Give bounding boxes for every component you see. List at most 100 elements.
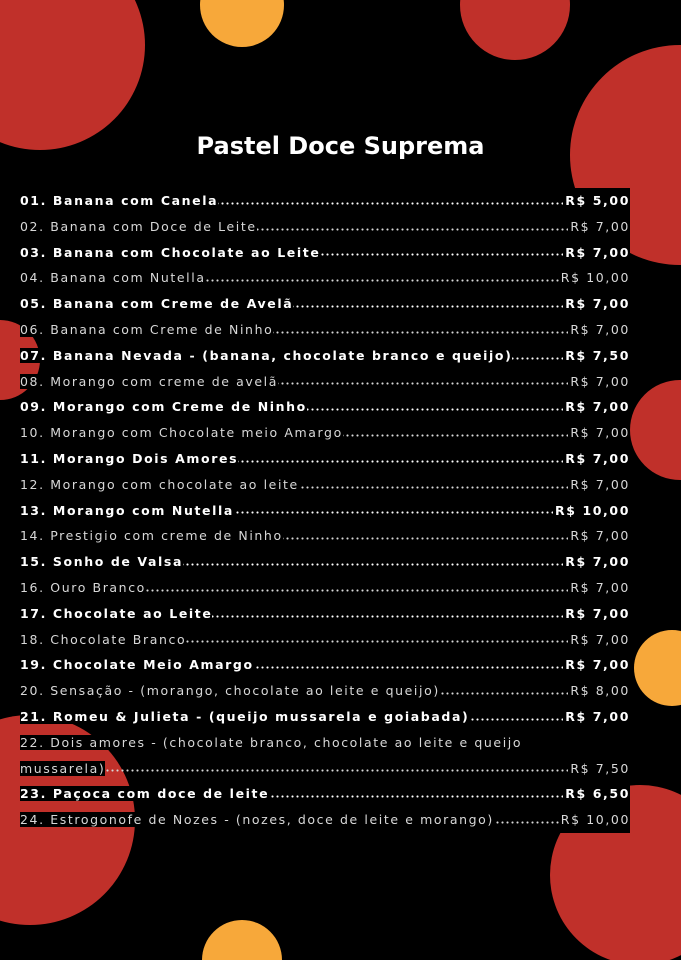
item-number: 11. [20,450,47,466]
item-price: R$ 7,50 [563,342,630,369]
item-label: 14. Prestigio com creme de Ninho [20,528,283,544]
item-label: 09. Morango com Creme de Ninho [20,399,307,415]
menu-item: 16. Ouro Branco R$ 7,00 [20,574,630,601]
item-name: Morango com chocolate ao leite [50,476,299,492]
menu-item: 01. Banana com Canela R$ 5,00 [20,188,630,214]
item-number: 14. [20,528,45,544]
item-number: 19. [20,657,47,673]
item-number: 15. [20,554,47,570]
item-name: Romeu & Julieta - (queijo mussarela e go… [52,708,470,724]
item-name: Sensação - (morango, chocolate ao leite … [50,683,440,699]
item-name: Sonho de Valsa [52,554,183,570]
item-label: 16. Ouro Branco [20,579,146,595]
item-number: 16. [20,579,45,595]
item-number: 12. [20,476,45,492]
item-price: R$ 7,00 [568,420,630,446]
item-name: Banana com Chocolate ao Leite [52,244,321,260]
item-price: R$ 6,50 [563,781,630,808]
item-number: 03. [20,244,47,260]
item-label: 23. Paçoca com doce de leite [20,786,270,802]
item-price: R$ 7,00 [568,368,630,395]
menu-item: 24. Estrogonofe de Nozes - (nozes, doce … [20,807,630,833]
item-label: 21. Romeu & Julieta - (queijo mussarela … [20,708,470,724]
decor-circle [0,0,145,150]
item-name: Banana com Creme de Ninho [50,321,274,337]
item-number: 07. [20,347,47,363]
menu-title: Pastel Doce Suprema [196,132,485,160]
item-number: 23. [20,786,47,802]
item-number: 06. [20,321,45,337]
menu-item: 17. Chocolate ao Leite R$ 7,00 [20,600,630,627]
item-name: Morango com Creme de Ninho [52,399,307,415]
item-name: Ouro Branco [50,579,146,595]
item-price: R$ 7,00 [563,600,630,627]
item-label: 02. Banana com Doce de Leite [20,218,257,234]
item-label: 22. Dois amores - (chocolate branco, cho… [20,734,523,776]
item-number: 01. [20,193,47,208]
item-name: Banana Nevada - (banana, chocolate branc… [52,347,513,363]
item-price: R$ 7,00 [563,394,630,421]
menu-item: 11. Morango Dois Amores R$ 7,00 [20,445,630,472]
item-name: Paçoca com doce de leite [52,786,270,802]
menu-item: 08. Morango com creme de avelã R$ 7,00 [20,368,630,395]
menu-item: 02. Banana com Doce de Leite R$ 7,00 [20,213,630,240]
menu-item: 18. Chocolate Branco R$ 7,00 [20,626,630,653]
item-name: Chocolate ao Leite [52,605,213,621]
item-price: R$ 7,00 [568,316,630,343]
menu-item: 23. Paçoca com doce de leite R$ 6,50 [20,781,630,808]
item-name: Morango com Nutella [52,502,234,518]
item-label: 15. Sonho de Valsa [20,554,183,570]
item-label: 24. Estrogonofe de Nozes - (nozes, doce … [20,812,494,828]
item-price: R$ 7,00 [563,239,630,266]
item-label: 19. Chocolate Meio Amargo [20,657,254,673]
decor-circle [200,0,284,47]
item-label: 17. Chocolate ao Leite [20,605,213,621]
item-number: 09. [20,399,47,415]
item-label: 18. Chocolate Branco [20,631,187,647]
item-label: 11. Morango Dois Amores [20,450,239,466]
item-price: R$ 7,00 [563,291,630,317]
item-label: 08. Morango com creme de avelã [20,373,278,389]
decor-circle [202,920,282,960]
item-name: Banana com Nutella [50,270,206,286]
item-label: 20. Sensação - (morango, chocolate ao le… [20,683,440,699]
item-price: R$ 7,00 [563,703,630,730]
item-number: 13. [20,502,47,518]
item-price: R$ 7,00 [568,471,630,498]
item-number: 08. [20,373,45,389]
decor-circle [630,380,681,480]
item-price: R$ 10,00 [552,497,630,524]
decor-circle [460,0,570,60]
item-price: R$ 7,00 [568,523,630,550]
menu-item: 05. Banana com Creme de Avelã R$ 7,00 [20,291,630,317]
menu-item: 13. Morango com Nutella R$ 10,00 [20,497,630,524]
item-label: 03. Banana com Chocolate ao Leite [20,244,321,260]
item-name: Banana com Canela [52,193,219,208]
item-name: Chocolate Branco [50,631,187,647]
item-label: 07. Banana Nevada - (banana, chocolate b… [20,347,513,363]
menu-item: 03. Banana com Chocolate ao Leite R$ 7,00 [20,239,630,266]
item-name: Morango com Chocolate meio Amargo [50,425,343,441]
item-number: 10. [20,425,45,441]
item-number: 04. [20,270,45,286]
item-number: 20. [20,683,45,699]
item-number: 05. [20,296,47,312]
item-price: R$ 7,00 [563,445,630,472]
item-price: R$ 7,00 [563,549,630,575]
item-label: 13. Morango com Nutella [20,502,234,518]
item-number: 22. [20,734,45,750]
item-number: 18. [20,631,45,647]
item-price: R$ 5,00 [563,188,630,214]
item-price: R$ 8,00 [568,678,630,704]
menu-item: 12. Morango com chocolate ao leite R$ 7,0… [20,471,630,498]
item-label: 12. Morango com chocolate ao leite [20,476,299,492]
menu-item: 19. Chocolate Meio Amargo R$ 7,00 [20,652,630,679]
item-label: 06. Banana com Creme de Ninho [20,321,274,337]
item-name: Chocolate Meio Amargo [52,657,254,673]
menu-item: 15. Sonho de Valsa R$ 7,00 [20,549,630,575]
item-price: R$ 7,50 [568,755,630,782]
menu-item: 09. Morango com Creme de Ninho R$ 7,00 [20,394,630,421]
item-name: Banana com Doce de Leite [50,218,257,234]
item-name: Dois amores - (chocolate branco, chocola… [20,734,523,776]
menu-item: 20. Sensação - (morango, chocolate ao le… [20,678,630,704]
